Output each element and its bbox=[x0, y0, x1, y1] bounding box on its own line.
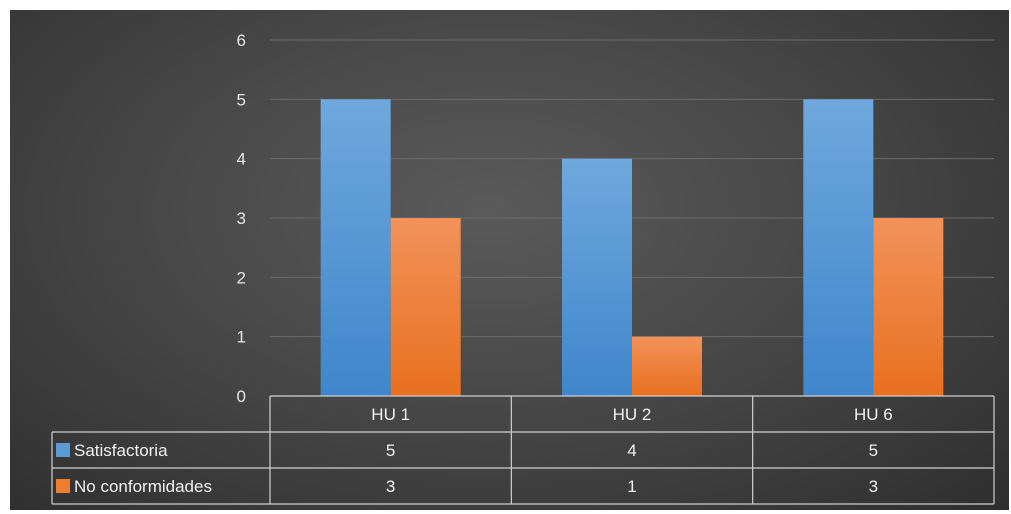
data-label: 3 bbox=[869, 477, 878, 496]
y-tick-label: 1 bbox=[237, 328, 246, 347]
y-tick-label: 5 bbox=[237, 90, 246, 109]
y-tick-label: 3 bbox=[237, 209, 246, 228]
data-label: 5 bbox=[386, 441, 395, 460]
bars bbox=[320, 99, 944, 396]
bar-no-conformidades bbox=[390, 218, 461, 396]
data-label: 5 bbox=[869, 441, 878, 460]
data-label: 1 bbox=[627, 477, 636, 496]
x-tick-label: HU 2 bbox=[613, 405, 652, 424]
bar-no-conformidades bbox=[632, 336, 702, 396]
y-axis: 0 1 2 3 4 5 6 bbox=[237, 31, 246, 406]
data-label: 4 bbox=[627, 441, 636, 460]
x-tick-label: HU 6 bbox=[854, 405, 893, 424]
y-tick-label: 4 bbox=[237, 150, 246, 169]
y-tick-label: 6 bbox=[237, 31, 246, 50]
x-tick-label: HU 1 bbox=[371, 405, 410, 424]
bar-satisfactoria bbox=[320, 99, 391, 396]
legend-swatch bbox=[56, 443, 70, 457]
bar-satisfactoria bbox=[803, 99, 874, 396]
y-tick-label: 2 bbox=[237, 268, 246, 287]
legend-swatch bbox=[56, 479, 70, 493]
bar-no-conformidades bbox=[873, 218, 944, 396]
legend-label: No conformidades bbox=[74, 477, 212, 496]
bar-satisfactoria bbox=[562, 158, 632, 396]
data-label: 3 bbox=[386, 477, 395, 496]
data-table: HU 1 HU 2 HU 6 Satisfactoria 5 4 5 No conformid… bbox=[51, 395, 995, 505]
y-tick-label: 0 bbox=[237, 387, 246, 406]
legend-label: Satisfactoria bbox=[74, 441, 168, 460]
